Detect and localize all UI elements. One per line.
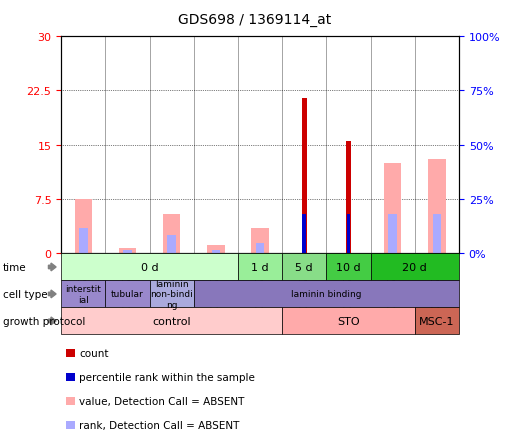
Text: 10 d: 10 d <box>335 263 360 272</box>
Bar <box>345 142 351 254</box>
Bar <box>251 229 268 254</box>
Text: interstit
ial: interstit ial <box>65 285 101 304</box>
Text: MSC-1: MSC-1 <box>418 316 454 326</box>
Text: laminin
non-bindi
ng: laminin non-bindi ng <box>150 279 193 309</box>
Bar <box>428 160 445 254</box>
Bar <box>123 250 132 254</box>
Text: laminin binding: laminin binding <box>291 290 361 299</box>
Bar <box>74 200 92 254</box>
Bar <box>163 214 180 254</box>
Bar <box>301 99 306 254</box>
Text: 1 d: 1 d <box>251 263 268 272</box>
Text: control: control <box>152 316 191 326</box>
Bar <box>255 243 264 254</box>
Bar <box>383 164 401 254</box>
Bar <box>167 236 176 254</box>
Text: growth protocol: growth protocol <box>3 316 85 326</box>
Text: tubular: tubular <box>111 290 144 299</box>
Text: count: count <box>79 349 108 358</box>
Text: 0 d: 0 d <box>140 263 158 272</box>
Text: cell type: cell type <box>3 289 47 299</box>
Text: STO: STO <box>336 316 359 326</box>
Text: 20 d: 20 d <box>402 263 427 272</box>
Text: rank, Detection Call = ABSENT: rank, Detection Call = ABSENT <box>79 420 239 430</box>
Text: GDS698 / 1369114_at: GDS698 / 1369114_at <box>178 13 331 27</box>
Bar <box>119 248 136 254</box>
Bar <box>207 245 224 254</box>
Bar <box>346 214 350 254</box>
Text: percentile rank within the sample: percentile rank within the sample <box>79 372 254 382</box>
Bar <box>302 214 306 254</box>
Bar <box>387 214 397 254</box>
Bar <box>79 229 88 254</box>
Text: value, Detection Call = ABSENT: value, Detection Call = ABSENT <box>79 396 244 406</box>
Text: time: time <box>3 263 26 272</box>
Bar <box>211 250 220 254</box>
Bar <box>432 214 440 254</box>
Text: 5 d: 5 d <box>295 263 313 272</box>
